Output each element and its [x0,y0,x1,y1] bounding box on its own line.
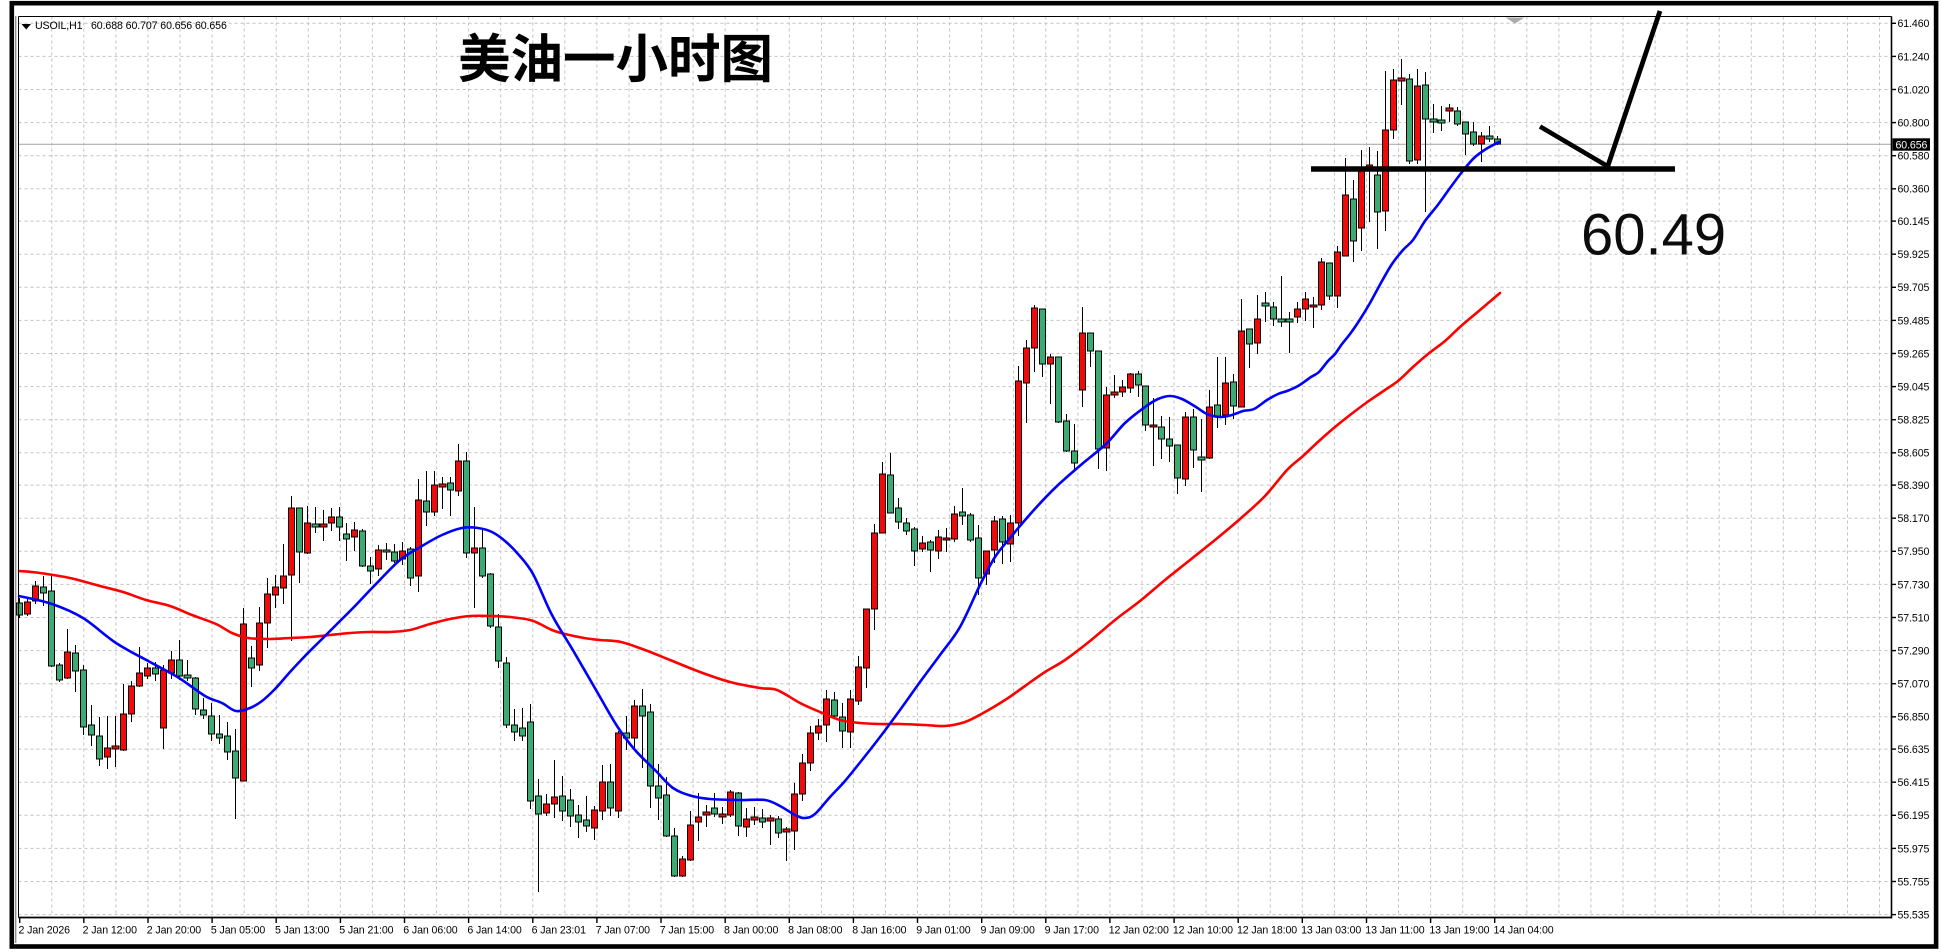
svg-text:57.950: 57.950 [1898,546,1930,558]
svg-text:60.800: 60.800 [1898,118,1930,130]
svg-text:61.460: 61.460 [1898,18,1930,30]
svg-text:13 Jan 19:00: 13 Jan 19:00 [1429,925,1489,937]
svg-text:56.415: 56.415 [1898,777,1930,789]
svg-text:55.535: 55.535 [1898,910,1930,922]
svg-text:57.070: 57.070 [1898,679,1930,691]
svg-text:13 Jan 11:00: 13 Jan 11:00 [1365,925,1424,937]
svg-text:57.730: 57.730 [1898,579,1930,591]
svg-text:59.705: 59.705 [1898,282,1930,294]
svg-text:59.265: 59.265 [1898,348,1930,360]
svg-text:60.656: 60.656 [1896,139,1928,151]
svg-text:61.020: 61.020 [1898,84,1930,96]
svg-text:58.605: 58.605 [1898,448,1930,460]
svg-text:6 Jan 14:00: 6 Jan 14:00 [467,925,521,937]
svg-text:9 Jan 17:00: 9 Jan 17:00 [1045,925,1099,937]
svg-text:12 Jan 10:00: 12 Jan 10:00 [1173,925,1233,937]
svg-text:60.580: 60.580 [1898,151,1930,163]
svg-text:58.390: 58.390 [1898,480,1930,492]
svg-text:2 Jan 2026: 2 Jan 2026 [19,925,71,937]
svg-text:57.290: 57.290 [1898,646,1930,658]
svg-text:58.170: 58.170 [1898,513,1930,525]
svg-text:2 Jan 12:00: 2 Jan 12:00 [83,925,137,937]
svg-text:14 Jan 04:00: 14 Jan 04:00 [1494,925,1554,937]
svg-text:56.195: 56.195 [1898,810,1930,822]
svg-text:60.49: 60.49 [1581,203,1726,268]
svg-text:59.045: 59.045 [1898,382,1930,394]
svg-text:USOIL,H1 60.688 60.707 60.65: USOIL,H1 60.688 60.707 60.656 60.656 [35,20,227,32]
svg-text:61.240: 61.240 [1898,51,1930,63]
svg-text:7 Jan 15:00: 7 Jan 15:00 [660,925,714,937]
svg-text:6 Jan 23:01: 6 Jan 23:01 [532,925,586,937]
svg-text:58.825: 58.825 [1898,415,1930,427]
svg-text:2 Jan 20:00: 2 Jan 20:00 [147,925,201,937]
svg-text:5 Jan 13:00: 5 Jan 13:00 [275,925,329,937]
svg-text:8 Jan 16:00: 8 Jan 16:00 [852,925,906,937]
svg-text:8 Jan 00:00: 8 Jan 00:00 [724,925,778,937]
svg-text:59.925: 59.925 [1898,249,1930,261]
svg-text:12 Jan 02:00: 12 Jan 02:00 [1109,925,1169,937]
svg-text:13 Jan 03:00: 13 Jan 03:00 [1301,925,1361,937]
svg-text:55.755: 55.755 [1898,876,1930,888]
svg-text:60.360: 60.360 [1898,184,1930,196]
svg-text:59.485: 59.485 [1898,315,1930,327]
svg-text:60.145: 60.145 [1898,216,1930,228]
svg-text:5 Jan 21:00: 5 Jan 21:00 [339,925,393,937]
svg-text:6 Jan 06:00: 6 Jan 06:00 [403,925,457,937]
svg-text:9 Jan 09:00: 9 Jan 09:00 [981,925,1035,937]
svg-text:9 Jan 01:00: 9 Jan 01:00 [916,925,970,937]
svg-text:7 Jan 07:00: 7 Jan 07:00 [596,925,650,937]
svg-text:8 Jan 08:00: 8 Jan 08:00 [788,925,842,937]
svg-text:55.975: 55.975 [1898,843,1930,855]
svg-text:56.635: 56.635 [1898,744,1930,756]
svg-text:5 Jan 05:00: 5 Jan 05:00 [211,925,265,937]
svg-text:12 Jan 18:00: 12 Jan 18:00 [1237,925,1297,937]
svg-text:56.850: 56.850 [1898,712,1930,724]
svg-text:57.510: 57.510 [1898,612,1930,624]
